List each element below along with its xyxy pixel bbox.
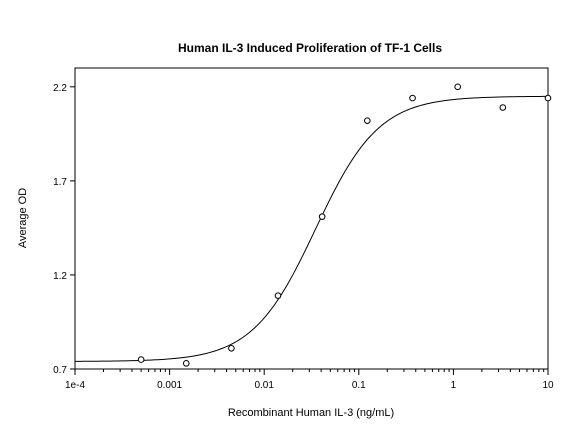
data-point: [364, 117, 371, 124]
x-tick-label: 10: [542, 380, 554, 391]
y-tick-label: 1.2: [53, 271, 67, 282]
y-tick-label: 1.7: [53, 177, 67, 188]
x-tick-label: 1: [451, 380, 457, 391]
data-point: [274, 292, 282, 299]
data-point: [137, 356, 145, 363]
data-point: [228, 345, 235, 352]
fit-curve-group: [75, 95, 549, 362]
x-tick-label: 0.001: [157, 380, 182, 391]
x-axis-title: Recombinant Human IL-3 (ng/mL): [228, 407, 394, 419]
data-point: [318, 213, 326, 220]
y-axis: 0.7 1.2 1.7 2.2: [53, 83, 75, 376]
data-point: [182, 360, 190, 367]
y-tick-label: 0.7: [53, 365, 67, 376]
x-tick-label: 0.01: [254, 380, 274, 391]
x-tick-label: 1e-4: [65, 380, 85, 391]
data-point: [454, 83, 461, 91]
data-point: [544, 94, 552, 102]
data-points: [137, 83, 552, 367]
y-axis-title: Average OD: [17, 188, 29, 248]
chart-title: Human IL-3 Induced Proliferation of TF-1…: [178, 41, 442, 55]
x-tick-label: 0.1: [352, 380, 366, 391]
data-point: [499, 104, 507, 111]
fit-curve: [75, 95, 549, 362]
y-tick-label: 2.2: [53, 83, 67, 94]
data-point: [409, 94, 416, 102]
x-axis: 1e-4 0.001 0.01 0.1 1 10: [65, 369, 554, 391]
plot-frame: [74, 67, 549, 370]
